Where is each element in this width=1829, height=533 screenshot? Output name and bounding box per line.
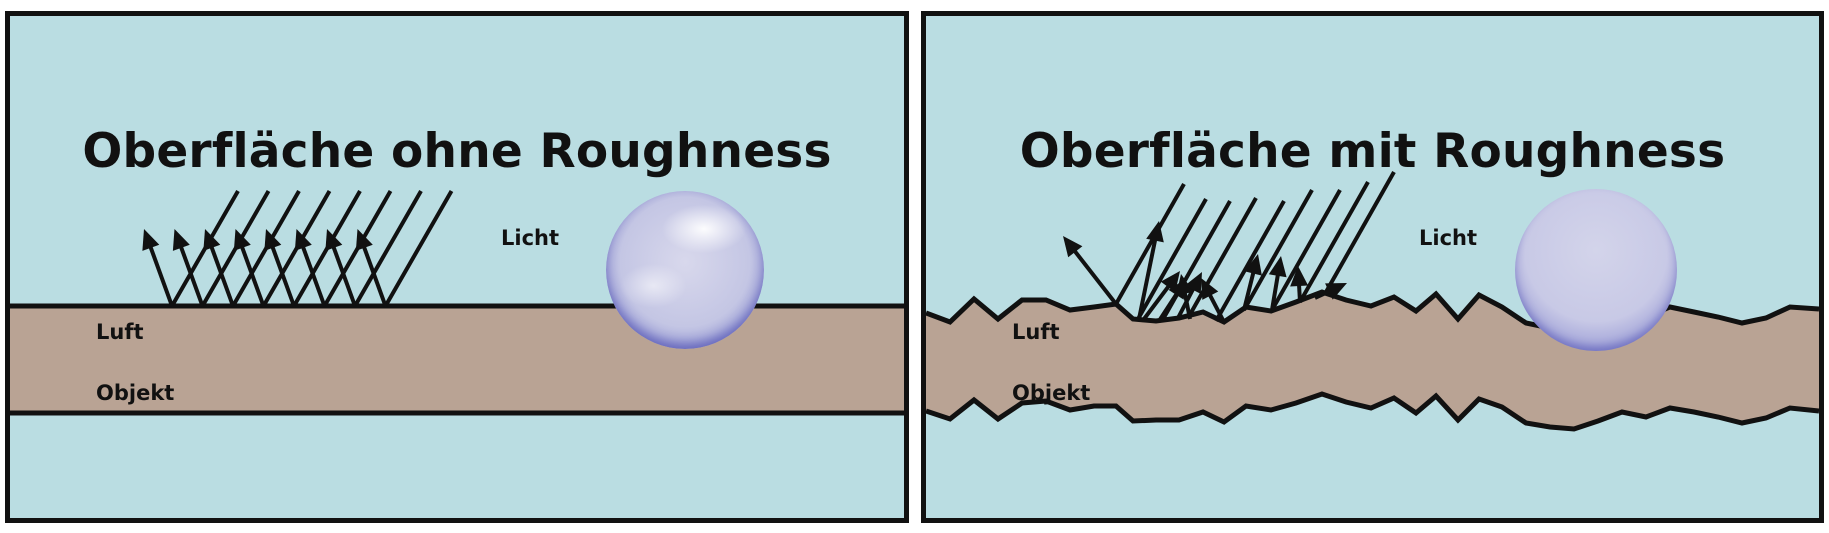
object-bottom-edge <box>926 391 1819 432</box>
air-background <box>926 16 1819 518</box>
reflected-ray <box>209 245 235 307</box>
scattered-ray-head <box>1268 256 1287 278</box>
reflected-ray-head <box>172 229 190 251</box>
object-layer <box>10 306 904 413</box>
reflected-ray-head <box>294 229 312 251</box>
incident-ray <box>1186 197 1258 319</box>
matte-sphere <box>1515 189 1677 351</box>
scattered-ray-head <box>1063 236 1083 258</box>
reflected-ray <box>270 245 296 307</box>
incident-ray <box>1298 181 1370 303</box>
light-label: Licht <box>1419 226 1478 250</box>
scattered-ray-head <box>1184 272 1202 294</box>
scattered-ray <box>1314 288 1332 300</box>
incident-ray <box>1270 189 1342 311</box>
scattered-ray <box>1207 293 1226 323</box>
scattered-ray <box>1142 284 1171 321</box>
rough-scene <box>926 16 1819 518</box>
smooth-scene <box>10 16 904 518</box>
reflected-ray <box>300 245 327 307</box>
scattered-ray <box>1242 270 1256 311</box>
scattered-ray <box>1182 291 1192 320</box>
scattered-ray <box>1072 248 1118 306</box>
object-label: Objekt <box>96 381 175 405</box>
scattered-ray <box>1297 283 1302 303</box>
light-label: Licht <box>501 226 560 250</box>
air-background <box>10 16 904 518</box>
incident-ray <box>383 190 454 307</box>
scattered-ray-head <box>1290 266 1309 287</box>
scattered-ray-head <box>1201 278 1219 300</box>
light-rays <box>1063 171 1396 323</box>
reflected-ray-head <box>355 229 373 251</box>
reflected-ray-head <box>233 229 251 251</box>
panel-title: Oberfläche mit Roughness <box>1019 124 1726 179</box>
panel-smooth-surface: Oberfläche ohne Roughness Licht Luft Obj… <box>5 11 909 523</box>
scattered-ray-head <box>1325 283 1347 300</box>
air-label: Luft <box>1012 320 1060 344</box>
reflected-ray-head <box>325 229 343 251</box>
reflected-ray <box>239 245 266 307</box>
incident-ray <box>1242 189 1314 311</box>
light-rays <box>142 190 454 307</box>
reflected-ray-head <box>264 229 282 251</box>
scattered-ray-head <box>1176 274 1194 296</box>
reflected-ray-head <box>203 229 221 251</box>
incident-ray <box>1214 200 1286 322</box>
reflected-ray-head <box>142 229 160 251</box>
panel-rough-surface: Oberfläche mit Roughness Licht Luft Obje… <box>921 11 1824 523</box>
scattered-ray <box>1137 238 1158 320</box>
reflected-ray <box>331 245 357 307</box>
scattered-ray-head <box>1146 221 1164 243</box>
incident-ray <box>1114 183 1186 305</box>
scattered-ray <box>1270 273 1281 311</box>
reflected-ray <box>148 245 174 307</box>
scattered-ray <box>1176 287 1196 319</box>
scattered-ray-head <box>1244 254 1262 276</box>
scattered-ray <box>1157 291 1179 323</box>
panel-title: Oberfläche ohne Roughness <box>82 124 832 179</box>
reflected-ray <box>361 245 388 307</box>
glossy-sphere <box>606 191 764 349</box>
air-label: Luft <box>96 320 144 344</box>
incident-ray <box>1136 198 1208 320</box>
reflected-ray <box>178 245 205 307</box>
object-label: Objekt <box>1012 381 1091 405</box>
incident-ray <box>353 190 423 307</box>
incident-ray <box>1324 171 1396 293</box>
